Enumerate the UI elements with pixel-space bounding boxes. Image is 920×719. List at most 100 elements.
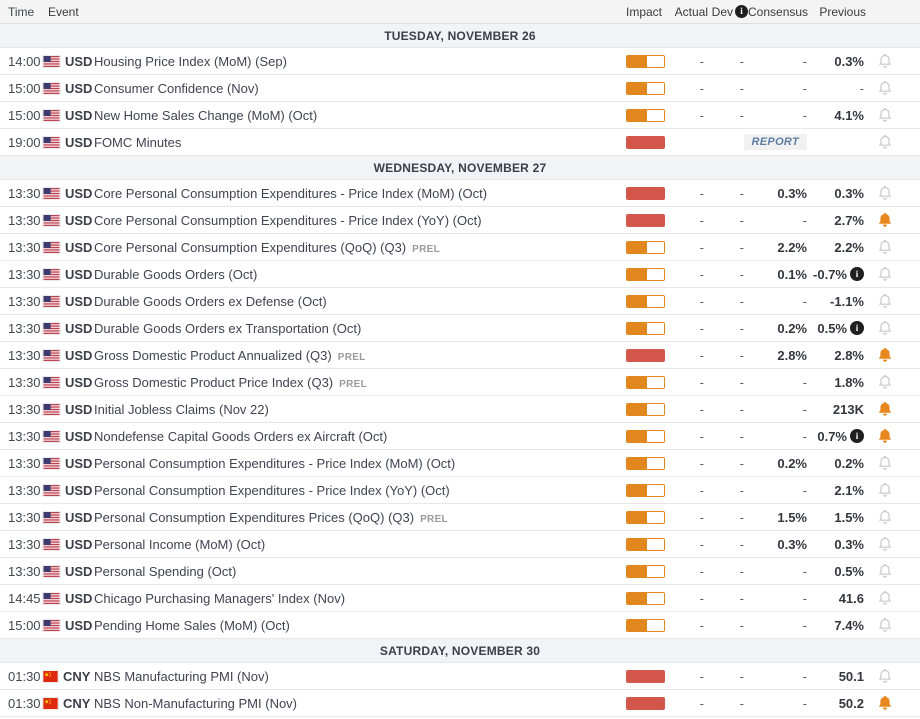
currency-cell: USD bbox=[42, 537, 94, 552]
impact-indicator bbox=[626, 429, 665, 443]
event-name[interactable]: Personal Consumption Expenditures - Pric… bbox=[94, 482, 450, 498]
event-name[interactable]: Housing Price Index (MoM) (Sep) bbox=[94, 53, 287, 69]
actual-value: - bbox=[699, 320, 704, 336]
event-name[interactable]: New Home Sales Change (MoM) (Oct) bbox=[94, 107, 318, 123]
event-time: 15:00 bbox=[8, 107, 41, 123]
impact-indicator bbox=[626, 240, 665, 254]
event-name[interactable]: Personal Income (MoM) (Oct) bbox=[94, 536, 266, 552]
column-header-event: Event bbox=[48, 4, 79, 19]
event-suffix: PREL bbox=[337, 351, 366, 363]
event-name[interactable]: Personal Spending (Oct) bbox=[94, 563, 237, 579]
bell-icon[interactable] bbox=[877, 347, 893, 363]
bell-icon[interactable] bbox=[877, 53, 893, 69]
consensus-cell: 0.2% bbox=[748, 456, 810, 471]
event-row: 15:00 USD Pending Home Sales (MoM) (Oct)… bbox=[0, 612, 920, 639]
impact-indicator bbox=[626, 483, 665, 497]
bell-icon[interactable] bbox=[877, 455, 893, 471]
previous-value: 2.2% bbox=[834, 239, 864, 255]
bell-icon[interactable] bbox=[877, 590, 893, 606]
event-row: 14:45 USD Chicago Purchasing Managers' I… bbox=[0, 585, 920, 612]
info-icon[interactable]: i bbox=[850, 429, 864, 443]
actual-value: - bbox=[699, 293, 704, 309]
event-time: 13:30 bbox=[8, 212, 41, 228]
consensus-value: - bbox=[802, 212, 807, 228]
consensus-value: 0.2% bbox=[777, 455, 807, 471]
event-name[interactable]: Core Personal Consumption Expenditures -… bbox=[94, 212, 482, 228]
currency-cell: USD bbox=[42, 240, 94, 255]
bell-icon[interactable] bbox=[877, 266, 893, 282]
previous-value: 2.1% bbox=[834, 482, 864, 498]
bell-icon[interactable] bbox=[877, 320, 893, 336]
currency-code: USD bbox=[65, 428, 93, 444]
bell-icon[interactable] bbox=[877, 617, 893, 633]
previous-cell: 0.7% i bbox=[810, 429, 866, 444]
deviation-value: - bbox=[739, 401, 744, 417]
previous-cell: 2.2% bbox=[810, 240, 866, 255]
event-cell: Core Personal Consumption Expenditures -… bbox=[94, 213, 626, 228]
event-name[interactable]: Pending Home Sales (MoM) (Oct) bbox=[94, 617, 290, 633]
deviation-value: - bbox=[739, 617, 744, 633]
bell-icon[interactable] bbox=[877, 509, 893, 525]
event-name[interactable]: Chicago Purchasing Managers' Index (Nov) bbox=[94, 590, 346, 606]
currency-cell: CNY bbox=[42, 696, 94, 711]
bell-icon[interactable] bbox=[877, 134, 893, 150]
bell-icon[interactable] bbox=[877, 185, 893, 201]
consensus-value: - bbox=[802, 428, 807, 444]
bell-icon[interactable] bbox=[877, 107, 893, 123]
event-name[interactable]: NBS Non-Manufacturing PMI (Nov) bbox=[94, 695, 298, 711]
event-cell: Core Personal Consumption Expenditures (… bbox=[94, 240, 626, 255]
previous-cell: 0.5% bbox=[810, 564, 866, 579]
impact-cell bbox=[626, 591, 670, 605]
event-name[interactable]: FOMC Minutes bbox=[94, 134, 182, 150]
consensus-cell: 0.3% bbox=[748, 537, 810, 552]
event-row: 13:30 USD Personal Spending (Oct) - - - … bbox=[0, 558, 920, 585]
bell-icon[interactable] bbox=[877, 374, 893, 390]
event-name[interactable]: Durable Goods Orders (Oct) bbox=[94, 266, 258, 282]
deviation-value: - bbox=[739, 53, 744, 69]
bell-icon[interactable] bbox=[877, 293, 893, 309]
report-link[interactable]: REPORT bbox=[743, 134, 807, 150]
bell-icon[interactable] bbox=[877, 536, 893, 552]
info-icon[interactable]: i bbox=[850, 321, 864, 335]
event-name[interactable]: Core Personal Consumption Expenditures -… bbox=[94, 185, 488, 201]
bell-icon[interactable] bbox=[877, 239, 893, 255]
event-name[interactable]: Gross Domestic Product Price Index (Q3) bbox=[94, 374, 334, 390]
event-row: 15:00 USD Consumer Confidence (Nov) - - … bbox=[0, 75, 920, 102]
event-name[interactable]: Nondefense Capital Goods Orders ex Aircr… bbox=[94, 428, 388, 444]
previous-value: 213K bbox=[832, 401, 864, 417]
bell-icon[interactable] bbox=[877, 401, 893, 417]
bell-icon[interactable] bbox=[877, 482, 893, 498]
previous-cell: 2.7% bbox=[810, 213, 866, 228]
currency-cell: USD bbox=[42, 564, 94, 579]
event-name[interactable]: Core Personal Consumption Expenditures (… bbox=[94, 239, 407, 255]
bell-icon[interactable] bbox=[877, 212, 893, 228]
event-row: 01:30 CNY NBS Non-Manufacturing PMI (Nov… bbox=[0, 690, 920, 717]
event-name[interactable]: Consumer Confidence (Nov) bbox=[94, 80, 259, 96]
bell-cell bbox=[866, 482, 920, 498]
event-name[interactable]: Durable Goods Orders ex Defense (Oct) bbox=[94, 293, 327, 309]
impact-indicator bbox=[626, 81, 665, 95]
event-cell: Core Personal Consumption Expenditures -… bbox=[94, 186, 626, 201]
impact-indicator bbox=[626, 54, 665, 68]
event-name[interactable]: NBS Manufacturing PMI (Nov) bbox=[94, 668, 269, 684]
impact-cell bbox=[626, 321, 670, 335]
bell-icon[interactable] bbox=[877, 563, 893, 579]
previous-value: 1.5% bbox=[834, 509, 864, 525]
bell-icon[interactable] bbox=[877, 668, 893, 684]
event-name[interactable]: Personal Consumption Expenditures Prices… bbox=[94, 509, 415, 525]
event-name[interactable]: Personal Consumption Expenditures - Pric… bbox=[94, 455, 456, 471]
deviation-value: - bbox=[739, 320, 744, 336]
bell-icon[interactable] bbox=[877, 695, 893, 711]
event-name[interactable]: Durable Goods Orders ex Transportation (… bbox=[94, 320, 362, 336]
dev-info-icon[interactable]: i bbox=[735, 5, 748, 18]
currency-code: USD bbox=[65, 53, 93, 69]
event-name[interactable]: Initial Jobless Claims (Nov 22) bbox=[94, 401, 269, 417]
event-name[interactable]: Gross Domestic Product Annualized (Q3) bbox=[94, 347, 332, 363]
event-cell: Initial Jobless Claims (Nov 22) bbox=[94, 402, 626, 417]
info-icon[interactable]: i bbox=[850, 267, 864, 281]
bell-icon[interactable] bbox=[877, 428, 893, 444]
deviation-value: - bbox=[739, 374, 744, 390]
bell-cell bbox=[866, 590, 920, 606]
impact-indicator bbox=[626, 375, 665, 389]
bell-icon[interactable] bbox=[877, 80, 893, 96]
